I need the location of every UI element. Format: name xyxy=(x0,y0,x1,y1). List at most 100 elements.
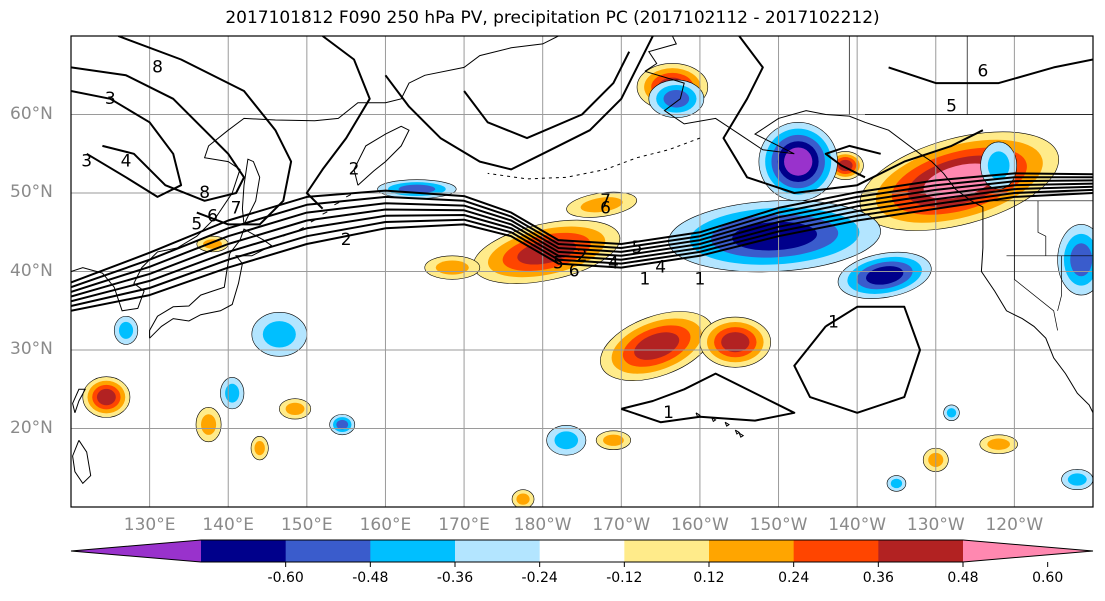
colorbar-tick-label: 0.36 xyxy=(862,570,894,586)
pv-contour-label: 5 xyxy=(632,238,643,258)
lon-tick-label: 140°W xyxy=(828,515,887,535)
pv-contour-label: 3 xyxy=(81,152,92,172)
pv-contour-label: 7 xyxy=(231,199,242,219)
coastline xyxy=(345,194,352,198)
coastline xyxy=(644,70,1093,414)
coastline xyxy=(353,125,410,186)
pv-contour xyxy=(71,90,183,198)
coastline xyxy=(724,421,730,427)
pv-contour xyxy=(71,188,1093,307)
precip-region xyxy=(866,266,904,285)
pv-contour-label: 2 xyxy=(341,230,352,250)
pv-contour-label: 4 xyxy=(655,258,666,278)
precip-region xyxy=(203,239,222,249)
pv-contour-label: 8 xyxy=(152,57,163,77)
lon-tick-label: 140°E xyxy=(202,515,255,535)
pv-contour xyxy=(793,305,921,414)
pv-contour xyxy=(305,36,371,210)
lon-tick-label: 150°W xyxy=(749,515,808,535)
pv-contour-label: 1 xyxy=(828,313,839,333)
coastline xyxy=(71,36,559,312)
lon-tick-label: 180°W xyxy=(513,515,572,535)
lat-tick-label: 60°N xyxy=(10,103,53,124)
lon-tick-label: 130°W xyxy=(906,515,965,535)
coastline xyxy=(72,440,92,485)
pv-contour xyxy=(71,185,1093,303)
pv-contour-label: 8 xyxy=(199,183,210,203)
coastline xyxy=(334,201,340,206)
pv-contour xyxy=(888,58,1093,85)
precip-region xyxy=(516,493,530,505)
precip-region xyxy=(663,90,690,108)
pv-contour xyxy=(71,176,1093,289)
gridlines xyxy=(71,36,1093,507)
coastline xyxy=(241,158,261,225)
pv-contour-label: 2 xyxy=(349,159,360,179)
pv-contour-label: 5 xyxy=(946,97,957,117)
coastline xyxy=(734,429,741,435)
precip-region xyxy=(784,147,813,176)
coastline xyxy=(1037,200,1047,256)
precip-region xyxy=(336,419,349,430)
colorbar-tick-label: -0.24 xyxy=(521,570,558,586)
coastline xyxy=(487,137,701,180)
precip-region xyxy=(254,441,265,456)
map-frame xyxy=(70,35,1094,508)
lat-tick-label: 50°N xyxy=(10,182,53,202)
pv-contour xyxy=(71,66,245,202)
coastline xyxy=(149,228,273,339)
pv-contour-label: 2 xyxy=(577,246,588,266)
precip-region xyxy=(285,402,305,415)
pv-contour xyxy=(117,36,293,226)
coastline xyxy=(1057,255,1062,311)
colorbar-tick-label: 0.24 xyxy=(778,570,810,586)
precip-region xyxy=(890,478,903,489)
pv-contour-label: 6 xyxy=(569,262,580,282)
precip-region xyxy=(96,388,116,406)
colorbar-tick-label: 0.60 xyxy=(1032,570,1064,586)
precip-region xyxy=(118,321,134,339)
colorbar-tick-label: 0.48 xyxy=(947,570,979,586)
coastlines xyxy=(71,36,1093,485)
pv-contour-label: 7 xyxy=(600,191,611,211)
precip-region xyxy=(225,383,240,403)
lon-tick-label: 130°E xyxy=(123,515,176,535)
pv-contour-label: 4 xyxy=(121,152,132,172)
precip-region xyxy=(603,434,624,446)
coastline xyxy=(1014,200,1058,331)
figure-title: 2017101812 F090 250 hPa PV, precipitatio… xyxy=(225,8,880,28)
lon-tick-label: 170°W xyxy=(592,515,651,535)
pv-contour-label: 5 xyxy=(553,254,564,274)
precip-region xyxy=(634,332,680,360)
precip-region xyxy=(1070,243,1093,277)
colorbar-tick-label: -0.12 xyxy=(606,570,643,586)
precip-region xyxy=(554,431,579,450)
pv-contour-label: 6 xyxy=(207,207,218,227)
coastline xyxy=(644,36,678,72)
lat-tick-label: 30°N xyxy=(10,339,53,359)
pv-contour-label: 1 xyxy=(663,403,674,423)
pv-contours xyxy=(71,36,1093,424)
coastline xyxy=(711,417,717,423)
colorbar-tick-label: 0.12 xyxy=(693,570,725,586)
lon-tick-label: 170°E xyxy=(438,515,490,535)
pv-contour xyxy=(384,36,654,171)
colorbar-tick-label: -0.36 xyxy=(436,570,474,586)
lat-tick-label: 20°N xyxy=(10,417,53,438)
pv-contour xyxy=(71,172,1093,284)
lon-tick-label: 160°W xyxy=(671,515,729,535)
precip-region xyxy=(946,408,957,418)
lat-tick-label: 40°N xyxy=(10,260,53,281)
lon-tick-label: 150°E xyxy=(280,515,333,535)
precip-region xyxy=(987,151,1010,180)
precip-region xyxy=(580,197,623,213)
pv-contour xyxy=(71,192,1093,312)
precip-region xyxy=(721,332,750,353)
pv-contour xyxy=(463,51,631,140)
pv-contour xyxy=(620,372,796,424)
pv-contour xyxy=(824,144,881,179)
precip-region xyxy=(1067,473,1087,486)
precip-region xyxy=(262,321,296,348)
